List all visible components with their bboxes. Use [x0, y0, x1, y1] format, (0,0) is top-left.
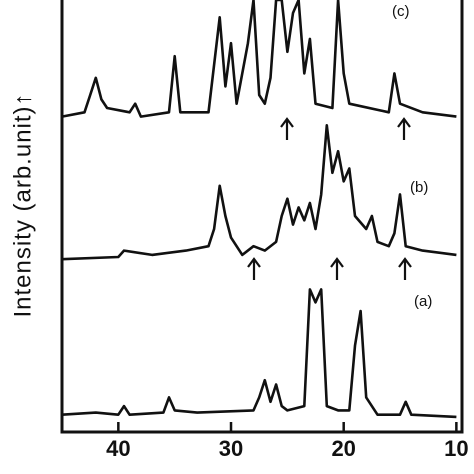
plot-frame [60, 0, 464, 434]
trace-label: (b) [410, 179, 428, 196]
x-tick-label: 40 [106, 436, 130, 461]
arrow [330, 257, 344, 280]
trace [61, 124, 457, 261]
trace-label: (c) [392, 3, 410, 20]
x-tick-label: 10 [444, 436, 468, 461]
trace [61, 0, 457, 118]
trace [61, 288, 457, 419]
x-tick-label: 30 [219, 436, 243, 461]
arrow [280, 117, 294, 140]
arrow [398, 257, 412, 280]
y-axis-label: Intensity (arb.unit)↑ [9, 92, 36, 317]
arrow [397, 117, 411, 140]
trace-label: (a) [414, 293, 432, 310]
x-tick-label: 20 [331, 436, 355, 461]
arrow [247, 257, 261, 280]
arrows [247, 117, 412, 280]
